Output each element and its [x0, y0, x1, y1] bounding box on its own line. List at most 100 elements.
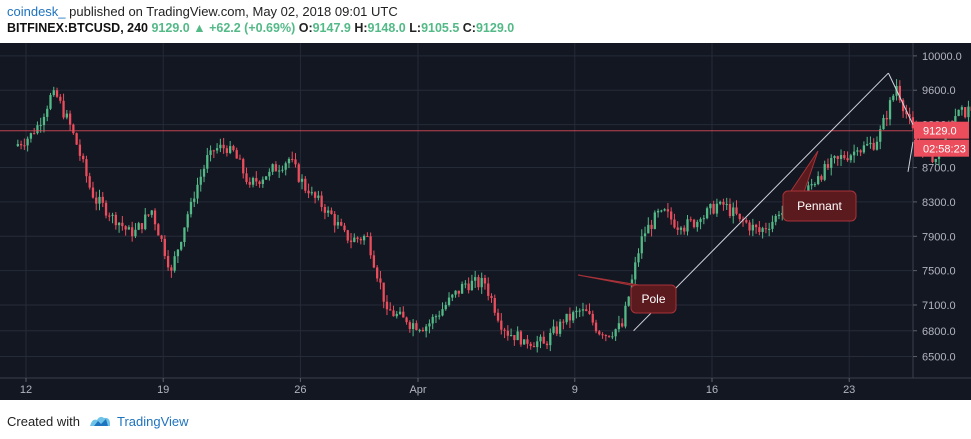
- candle-body: [856, 150, 859, 152]
- candle-body: [663, 209, 666, 211]
- change-value: +62.2 (+0.69%): [209, 21, 296, 35]
- candle-body: [232, 146, 235, 151]
- candle-body: [624, 305, 627, 327]
- candle-body: [552, 326, 555, 333]
- candle-body: [477, 277, 480, 288]
- candle-body: [647, 224, 650, 234]
- candle-body: [310, 192, 313, 194]
- candle-body: [421, 329, 425, 332]
- candle-body: [317, 195, 320, 198]
- candle-body: [705, 208, 709, 219]
- candle-body: [215, 148, 219, 151]
- candle-body: [558, 321, 562, 334]
- x-tick-label: Apr: [409, 384, 426, 396]
- candle-body: [967, 106, 970, 118]
- candle-body: [748, 222, 751, 231]
- candle-body: [140, 223, 144, 230]
- y-tick-label: 6500.0: [922, 352, 956, 364]
- candle-body: [362, 236, 366, 241]
- candle-body: [408, 322, 411, 329]
- candle-body: [719, 201, 722, 204]
- candle-body: [888, 100, 892, 120]
- candle-body: [934, 158, 937, 162]
- candle-body: [323, 207, 327, 213]
- candle-body: [686, 219, 689, 232]
- candle-body: [392, 310, 395, 317]
- candle-body: [343, 225, 346, 231]
- candle-body: [49, 95, 52, 109]
- candle-body: [754, 224, 758, 228]
- open-label: O:: [298, 21, 313, 35]
- candle-body: [480, 277, 483, 288]
- candle-body: [474, 277, 477, 281]
- candle-body: [88, 176, 91, 188]
- candle-body: [823, 164, 826, 180]
- candle-body: [193, 198, 196, 202]
- candle-body: [160, 235, 163, 239]
- candle-body: [411, 323, 415, 329]
- candle-body: [39, 125, 42, 127]
- y-tick-label: 7900.0: [922, 231, 956, 243]
- candle-body: [320, 195, 323, 208]
- candle-body: [581, 309, 585, 311]
- author-link[interactable]: coindesk_: [7, 4, 66, 19]
- candle-body: [104, 202, 108, 216]
- candle-body: [333, 213, 336, 226]
- candle-body: [849, 155, 852, 161]
- candle-body: [617, 323, 621, 330]
- candle-body: [356, 237, 359, 239]
- candlestick-chart[interactable]: 6500.0 6800.0 7100.0 7500.0 7900.0 8300.0 8700…: [0, 43, 971, 400]
- candle-body: [660, 210, 663, 212]
- candle-body: [640, 236, 643, 254]
- last-price-tag: [914, 121, 969, 139]
- publish-info: published on TradingView.com, May 02, 20…: [69, 4, 398, 19]
- candle-body: [761, 228, 764, 232]
- candle-body: [212, 150, 215, 152]
- candle-body: [209, 150, 212, 156]
- candle-body: [839, 155, 843, 159]
- candle-body: [810, 184, 813, 186]
- candle-body: [846, 158, 849, 161]
- pole-line: [633, 72, 889, 332]
- candle-body: [650, 224, 653, 229]
- candle-body: [382, 282, 385, 302]
- candle-body: [542, 336, 545, 344]
- high-label: H:: [354, 21, 368, 35]
- candle-body: [26, 138, 29, 146]
- pole-callout-box: [630, 284, 677, 314]
- candle-body: [715, 203, 719, 214]
- chart-area[interactable]: 6500.0 6800.0 7100.0 7500.0 7900.0 8300.0 8700…: [0, 43, 971, 400]
- tradingview-brand-link[interactable]: TradingView: [117, 414, 189, 429]
- candle-body: [732, 207, 735, 217]
- candle-body: [415, 323, 418, 330]
- high-value: 9148.0: [367, 21, 406, 35]
- candle-body: [131, 227, 134, 237]
- candle-body: [627, 296, 630, 306]
- candle-body: [85, 159, 88, 177]
- x-tick-label: 19: [157, 384, 169, 396]
- candle-body: [735, 207, 738, 214]
- low-value: 9105.5: [421, 21, 460, 35]
- candle-body: [578, 310, 581, 312]
- candle-body: [372, 255, 376, 268]
- y-tick-label: 7500.0: [922, 266, 956, 278]
- candle-body: [284, 163, 287, 170]
- candle-body: [271, 164, 274, 172]
- candle-body: [431, 316, 434, 324]
- candle-body: [738, 213, 741, 220]
- candle-body: [327, 210, 330, 213]
- candle-body: [183, 227, 186, 243]
- candle-body: [702, 218, 705, 220]
- candle-body: [483, 277, 487, 284]
- candle-body: [656, 210, 660, 213]
- x-tick-label: 9: [572, 384, 578, 396]
- candle-body: [575, 310, 578, 313]
- candle-body: [117, 222, 121, 226]
- candle-body: [441, 309, 444, 316]
- candle-body: [281, 169, 284, 171]
- candle-body: [157, 224, 160, 236]
- candle-body: [180, 242, 183, 250]
- candle-body: [957, 109, 960, 117]
- candle-body: [487, 283, 490, 296]
- candle-body: [964, 107, 967, 118]
